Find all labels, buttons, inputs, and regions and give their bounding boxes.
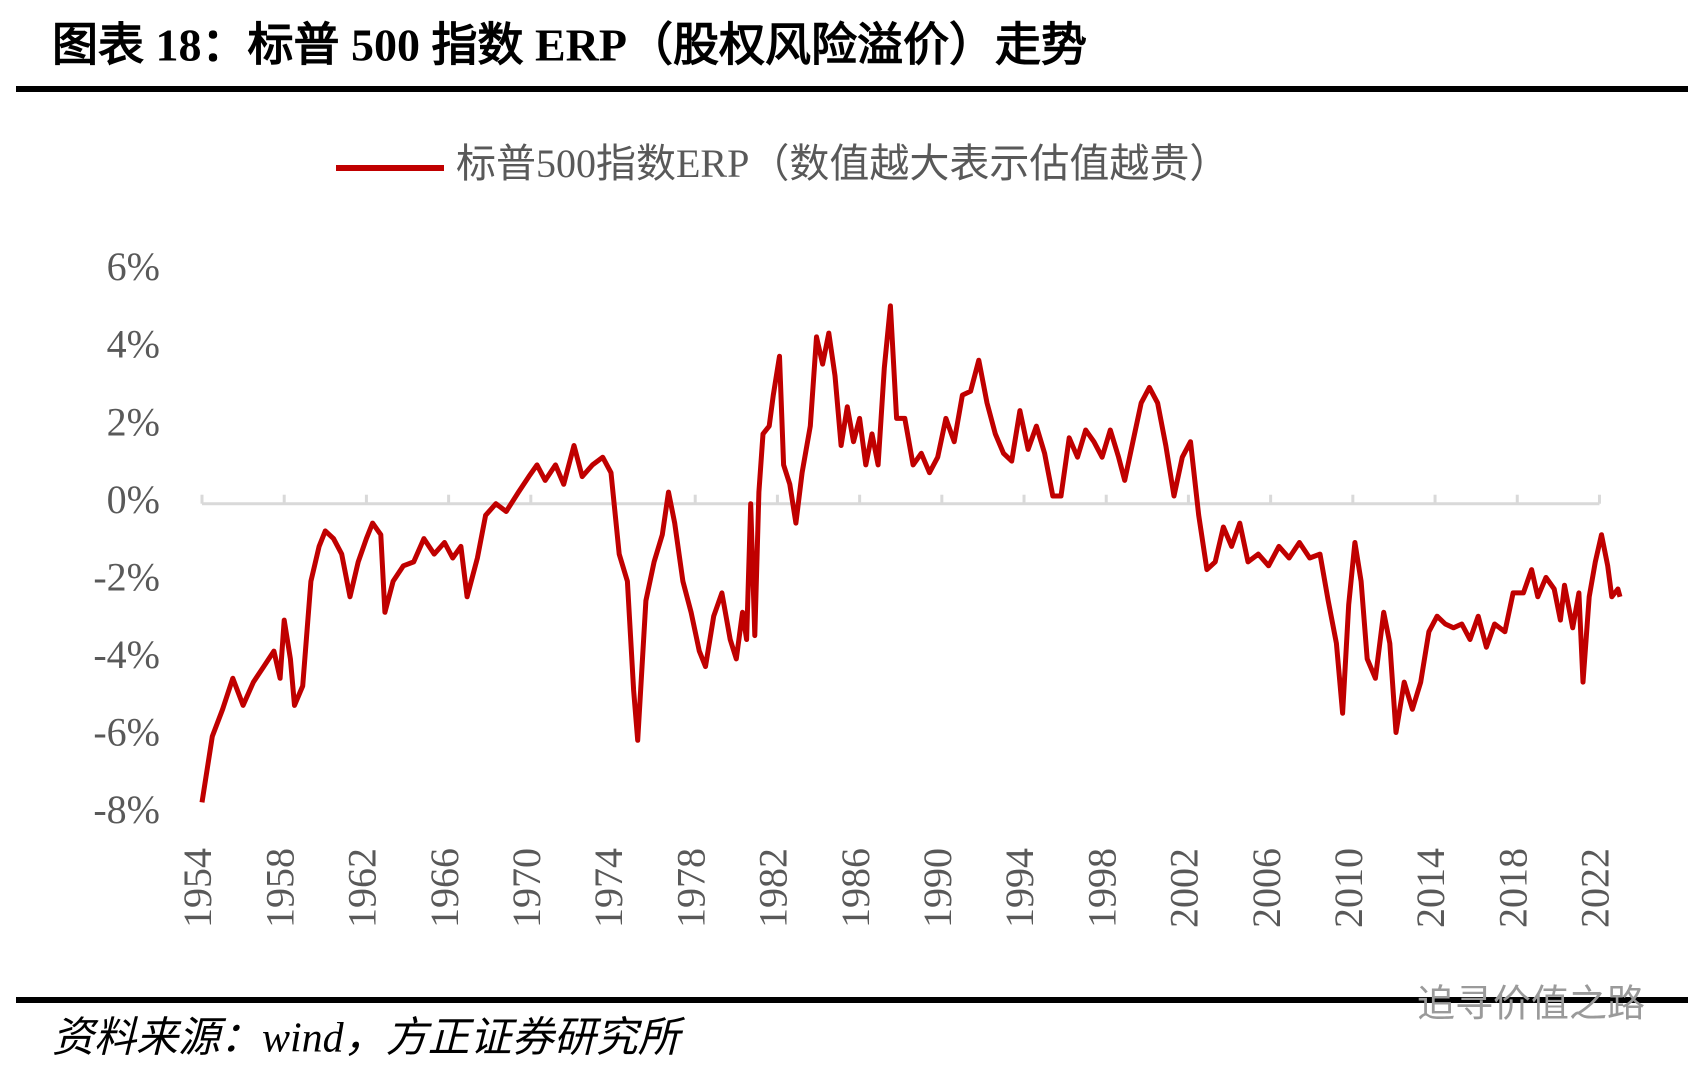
x-tick-label: 2006: [1244, 848, 1289, 928]
x-tick-label: 1998: [1079, 848, 1124, 928]
title: 图表 18：标普 500 指数 ERP（股权风险溢价）走势: [52, 20, 1087, 71]
x-tick-label: 2018: [1490, 848, 1535, 928]
y-tick-label: 0%: [107, 477, 160, 522]
y-tick-label: -4%: [93, 632, 160, 677]
x-tick-label: 2022: [1573, 848, 1618, 928]
y-tick-label: 4%: [107, 322, 160, 367]
x-tick-label: 1966: [422, 848, 467, 928]
x-tick-label: 1958: [257, 848, 302, 928]
x-tick-label: 1982: [751, 848, 796, 928]
x-tick-label: 1974: [586, 848, 631, 928]
y-tick-label: 6%: [107, 244, 160, 289]
y-tick-label: -6%: [93, 710, 160, 755]
watermark: 追寻价值之路: [1417, 982, 1645, 1026]
footer-rule: [16, 997, 1688, 1003]
source: 资料来源：wind，方正证券研究所: [52, 1016, 686, 1062]
x-tick-label: 1970: [504, 848, 549, 928]
x-tick-label: 1986: [833, 848, 878, 928]
y-tick-label: -8%: [93, 787, 160, 832]
x-tick-label: 2002: [1162, 848, 1207, 928]
x-tick-label: 1990: [915, 848, 960, 928]
data-line: [199, 303, 1623, 803]
x-tick-label: 2014: [1408, 848, 1453, 928]
x-tick-label: 1962: [340, 848, 385, 928]
legend-label: 标普500指数ERP（数值越大表示估值越贵）: [456, 141, 1229, 186]
y-tick-label: -2%: [93, 554, 160, 599]
y-tick-label: 2%: [107, 399, 160, 444]
x-tick-label: 1994: [997, 848, 1042, 928]
x-tick-label: 1978: [668, 848, 713, 928]
x-tick-label: 2010: [1326, 848, 1371, 928]
x-tick-label: 1954: [175, 848, 220, 928]
title-rule: [16, 86, 1688, 92]
